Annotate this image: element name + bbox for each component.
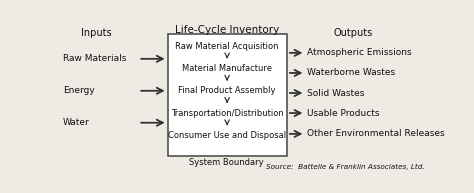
Text: Life-Cycle Inventory: Life-Cycle Inventory — [175, 25, 279, 35]
Text: Raw Material Acquisition: Raw Material Acquisition — [175, 42, 279, 51]
Text: System Boundary: System Boundary — [189, 158, 264, 167]
Text: Water: Water — [63, 118, 90, 127]
Text: Waterborne Wastes: Waterborne Wastes — [307, 69, 395, 77]
Text: Transportation/Distribution: Transportation/Distribution — [171, 109, 283, 118]
Text: Solid Wastes: Solid Wastes — [307, 89, 365, 97]
Text: Source:  Battelle & Franklin Associates, Ltd.: Source: Battelle & Franklin Associates, … — [266, 164, 425, 170]
Text: Atmospheric Emissions: Atmospheric Emissions — [307, 48, 412, 57]
Text: Raw Materials: Raw Materials — [63, 54, 126, 63]
Bar — [168, 34, 287, 156]
Text: Final Product Assembly: Final Product Assembly — [178, 86, 276, 95]
Text: Consumer Use and Disposal: Consumer Use and Disposal — [168, 131, 286, 140]
Text: Other Environmental Releases: Other Environmental Releases — [307, 129, 445, 138]
Text: Usable Products: Usable Products — [307, 109, 380, 118]
Text: Outputs: Outputs — [334, 28, 373, 38]
Text: Energy: Energy — [63, 86, 95, 95]
Text: Material Manufacture: Material Manufacture — [182, 64, 272, 73]
Text: Inputs: Inputs — [81, 28, 111, 38]
